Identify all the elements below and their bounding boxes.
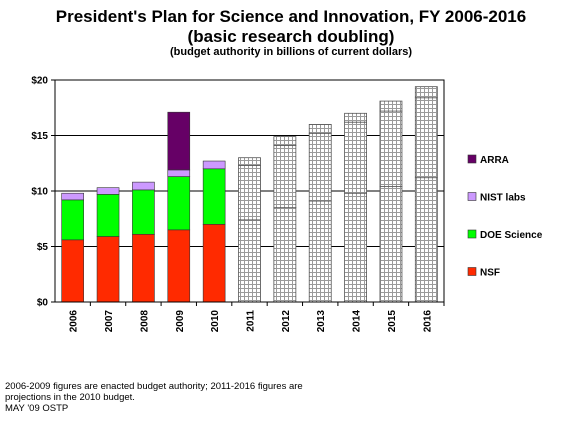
- x-tick-label: 2013: [316, 310, 327, 333]
- bar-segment: [167, 111, 191, 171]
- axes: $0 $5 $10 $15 $20 2006 2007 2008 2009 2010 2011 201…: [31, 76, 445, 333]
- bar-segment: [379, 186, 403, 303]
- chart-subtitle: (basic research doubling): [187, 27, 395, 46]
- bar-segment: [238, 165, 261, 221]
- y-tick-label: $20: [31, 76, 48, 87]
- x-tick-label: 2012: [281, 310, 292, 333]
- bar-segment: [132, 233, 155, 303]
- footnote-line-1: 2006-2009 figures are enacted budget aut…: [5, 381, 303, 392]
- bar-segment: [167, 169, 191, 177]
- bar-segment: [414, 97, 438, 179]
- bar-segment: [202, 168, 226, 225]
- x-tick-label: 2008: [139, 310, 150, 333]
- legend-label: DOE Science: [480, 230, 543, 241]
- x-tick-label: 2009: [175, 310, 186, 333]
- bar-segment: [238, 157, 261, 166]
- x-tick-label: 2007: [104, 310, 115, 333]
- bar-segment: [132, 189, 155, 235]
- bar-segment: [61, 192, 84, 201]
- bar-segment: [61, 199, 84, 241]
- bar-segment: [414, 86, 438, 99]
- bar-segment: [414, 177, 438, 303]
- legend-label: NSF: [480, 268, 500, 279]
- bar-segment: [167, 176, 191, 231]
- bar-segment: [273, 207, 297, 303]
- bar-segment: [344, 121, 367, 194]
- y-tick-label: $15: [31, 131, 48, 142]
- bar-segment: [61, 239, 84, 303]
- footnote-line-2: projections in the 2010 budget.: [5, 392, 135, 403]
- y-tick-label: $10: [31, 187, 48, 198]
- y-tick-label: $5: [37, 242, 49, 253]
- bar-segment: [273, 136, 297, 146]
- chart-units-note: (budget authority in billions of current…: [170, 46, 412, 58]
- bar-segment: [96, 236, 120, 303]
- bar-segment: [273, 145, 297, 209]
- x-tick-label: 2015: [387, 310, 398, 333]
- bar-segment: [167, 229, 191, 303]
- legend-label: NIST labs: [480, 193, 526, 204]
- bar-segment: [202, 160, 226, 170]
- chart-title: President's Plan for Science and Innovat…: [55, 7, 527, 26]
- bar-segment: [96, 194, 120, 237]
- x-tick-label: 2014: [352, 310, 363, 333]
- legend-swatch: [467, 229, 477, 239]
- x-tick-label: 2010: [210, 310, 221, 333]
- legend: ARRA NIST labs DOE Science NSF: [467, 154, 543, 279]
- x-tick-label: 2006: [69, 310, 80, 333]
- legend-swatch: [467, 267, 477, 276]
- bar-segment: [238, 219, 261, 303]
- y-tick-label: $0: [37, 298, 49, 309]
- bars: [61, 86, 438, 303]
- bar-segment: [308, 200, 332, 303]
- bar-segment: [132, 181, 155, 191]
- footnote-source: MAY '09 OSTP: [5, 403, 69, 414]
- bar-segment: [308, 132, 332, 202]
- legend-label: ARRA: [480, 155, 509, 166]
- bar-segment: [379, 110, 403, 187]
- x-tick-label: 2016: [422, 310, 433, 333]
- legend-swatch: [467, 192, 477, 201]
- x-tick-label: 2011: [246, 310, 257, 332]
- bar-segment: [308, 124, 332, 134]
- bar-segment: [96, 187, 120, 195]
- bar-segment: [379, 100, 403, 112]
- bar-segment: [344, 112, 367, 123]
- legend-swatch: [467, 154, 477, 164]
- bar-segment: [344, 192, 367, 303]
- bar-segment: [202, 224, 226, 303]
